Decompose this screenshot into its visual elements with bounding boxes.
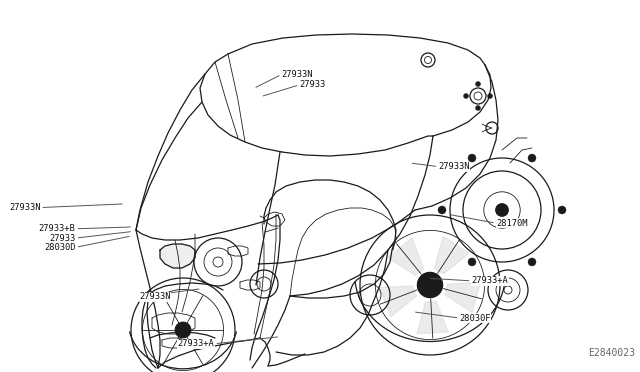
Circle shape [528,154,536,162]
Text: 27933N: 27933N [438,162,470,171]
Circle shape [496,204,508,216]
Polygon shape [417,301,448,334]
Circle shape [175,322,191,338]
Text: 27933: 27933 [49,234,76,243]
Circle shape [468,258,476,266]
Polygon shape [388,238,424,276]
Polygon shape [160,244,195,268]
Text: 27933+A: 27933+A [472,276,508,285]
Text: 27933+B: 27933+B [39,224,76,233]
Text: 27933N: 27933N [140,292,171,301]
Circle shape [476,106,481,110]
Text: 28030F: 28030F [460,314,491,323]
Text: 27933: 27933 [300,80,326,89]
Circle shape [438,206,446,214]
Circle shape [528,258,536,266]
Text: E2840023: E2840023 [588,348,635,358]
Circle shape [468,154,476,162]
Text: 28030D: 28030D [44,243,76,252]
Text: 27933+A: 27933+A [178,339,214,348]
Circle shape [417,272,443,298]
Circle shape [476,81,481,87]
Text: 27933N: 27933N [282,70,313,79]
Circle shape [558,206,566,214]
Polygon shape [445,282,481,312]
Polygon shape [435,236,469,274]
Circle shape [463,93,468,99]
Text: 28170M: 28170M [496,219,527,228]
Circle shape [488,93,493,99]
Text: 27933N: 27933N [9,203,40,212]
Polygon shape [380,286,417,317]
